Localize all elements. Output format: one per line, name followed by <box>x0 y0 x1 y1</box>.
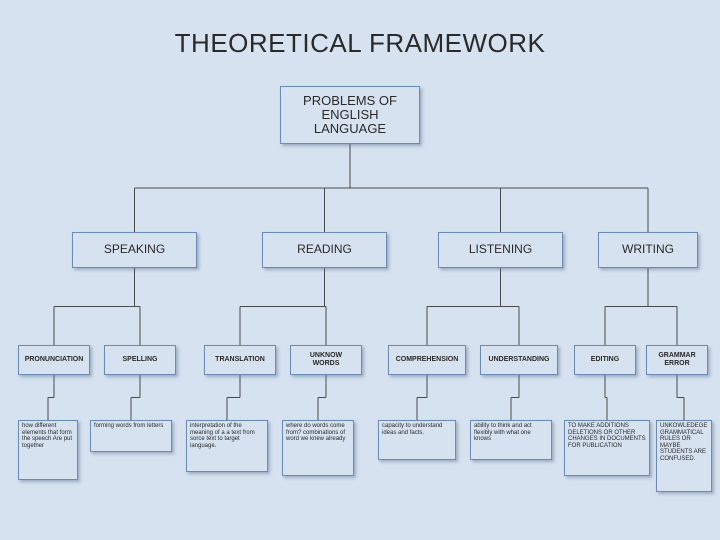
leaf-translation: interpretation of the meaning of a a tex… <box>186 420 268 472</box>
node-writing: WRITING <box>598 232 698 268</box>
page-title: THEORETICAL FRAMEWORK <box>0 0 720 59</box>
node-listening: LISTENING <box>438 232 563 268</box>
node-pronunciation: PRONUNCIATION <box>18 345 90 375</box>
leaf-spelling: forming words from letters <box>90 420 172 452</box>
root-node: PROBLEMS OF ENGLISH LANGUAGE <box>280 86 420 144</box>
node-reading: READING <box>262 232 387 268</box>
node-unknow-words: UNKNOW WORDS <box>290 345 362 375</box>
node-speaking: SPEAKING <box>72 232 197 268</box>
leaf-pronunciation: how different elements that form the spe… <box>18 420 78 480</box>
node-spelling: SPELLING <box>104 345 176 375</box>
leaf-grammar-error: UNKOWLEDEGE GRAMMATICAL RULES OR MAYBE S… <box>656 420 712 492</box>
leaf-comprehension: capacity to understand ideas and facts. <box>378 420 456 460</box>
leaf-editing: TO MAKE ADDITIONS DELETIONS OR OTHER CHA… <box>564 420 650 476</box>
node-comprehension: COMPREHENSION <box>388 345 466 375</box>
node-editing: EDITING <box>574 345 636 375</box>
leaf-unknow-words: where do words come from? combinations o… <box>282 420 354 476</box>
leaf-understanding: ability to think and act flexibly with w… <box>470 420 552 460</box>
node-translation: TRANSLATION <box>204 345 276 375</box>
node-understanding: UNDERSTANDING <box>480 345 558 375</box>
node-grammar-error: GRAMMAR ERROR <box>646 345 708 375</box>
